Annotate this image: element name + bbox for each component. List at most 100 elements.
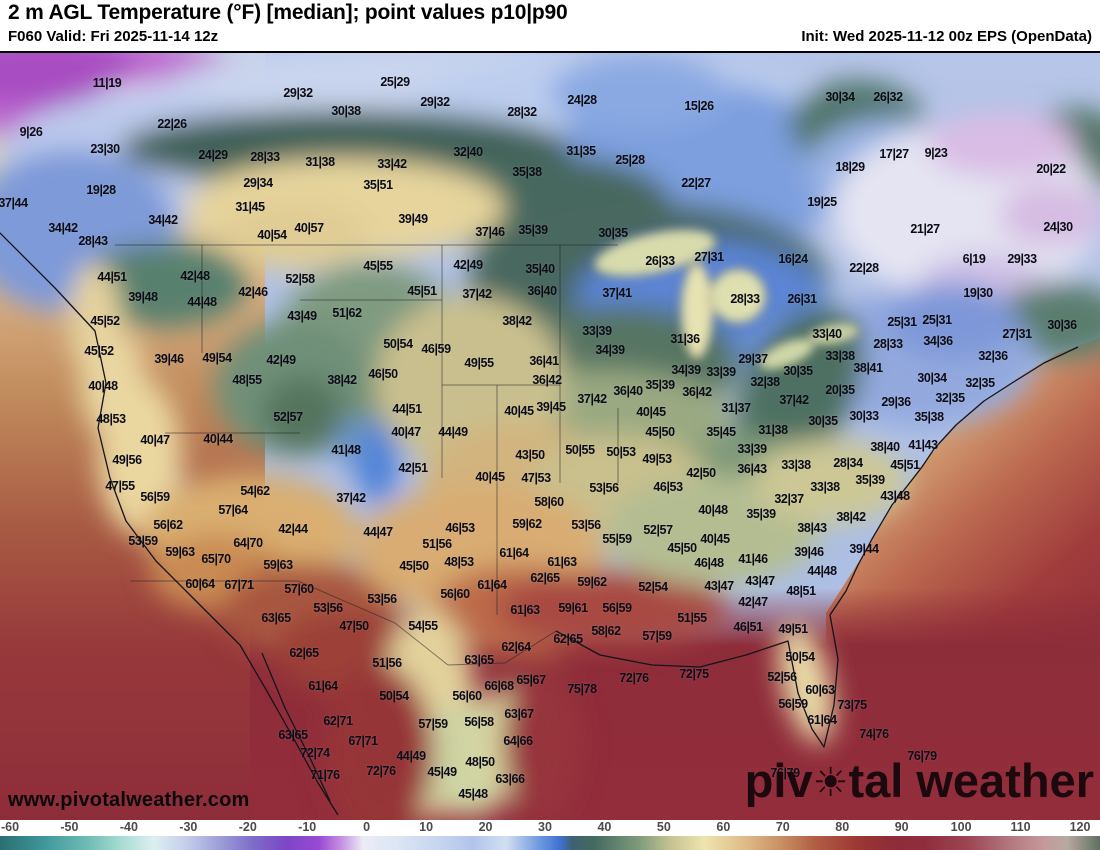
point-value: 40|48 — [698, 503, 728, 517]
colorbar-tick: 70 — [775, 820, 790, 834]
point-value: 31|38 — [758, 423, 788, 437]
colorbar-tick: -30 — [179, 820, 198, 834]
colorbar-ticks: -60 -50 -40 -30 -20 -10 0 10 20 30 40 50 60 70 80 90 100… — [0, 820, 1100, 836]
point-value: 35|45 — [706, 425, 736, 439]
point-value: 61|64 — [308, 679, 338, 693]
colorbar-tick: -20 — [238, 820, 257, 834]
point-value: 57|59 — [418, 717, 448, 731]
point-value: 44|49 — [438, 425, 468, 439]
point-value: 32|36 — [978, 349, 1008, 363]
point-value: 40|57 — [294, 221, 324, 235]
point-value: 40|47 — [391, 425, 421, 439]
point-value: 42|51 — [398, 461, 428, 475]
point-value: 40|44 — [203, 432, 233, 446]
point-value: 35|39 — [746, 507, 776, 521]
point-value: 67|71 — [224, 578, 254, 592]
point-value: 25|28 — [615, 153, 645, 167]
point-value: 30|36 — [1047, 318, 1077, 332]
point-value: 21|27 — [910, 222, 940, 236]
colorbar-tick: -50 — [60, 820, 79, 834]
point-value: 29|33 — [1007, 252, 1037, 266]
point-value: 20|22 — [1036, 162, 1066, 176]
point-value: 56|59 — [602, 601, 632, 615]
point-value: 42|49 — [266, 353, 296, 367]
point-value: 11|19 — [92, 76, 122, 90]
point-value: 32|38 — [750, 375, 780, 389]
point-value: 41|43 — [908, 438, 938, 452]
colorbar-tick: 30 — [538, 820, 552, 834]
point-value: 61|63 — [510, 603, 540, 617]
point-value: 44|49 — [396, 749, 426, 763]
point-value: 40|47 — [140, 433, 170, 447]
colorbar-tick: -40 — [119, 820, 138, 834]
temperature-map[interactable]: 11|19 9|26 22|26 23|30 19|28 24|29 28|33 29|34 3… — [0, 53, 1100, 820]
point-value: 57|64 — [218, 503, 248, 517]
point-value: 53|59 — [128, 534, 158, 548]
point-value: 23|30 — [90, 142, 120, 156]
point-value: 32|35 — [935, 391, 965, 405]
point-value: 32|37 — [774, 492, 804, 506]
point-value: 30|33 — [849, 409, 879, 423]
point-value: 42|46 — [238, 285, 268, 299]
point-value: 22|26 — [157, 117, 187, 131]
point-value: 76|79 — [770, 766, 800, 780]
point-value: 25|31 — [922, 313, 952, 327]
point-value: 50|54 — [383, 337, 413, 351]
point-value: 65|70 — [201, 552, 231, 566]
point-value: 64|66 — [503, 734, 533, 748]
point-value: 43|47 — [704, 579, 734, 593]
point-value: 37|41 — [602, 286, 632, 300]
brand-watermark: piv☀tal weather — [745, 753, 1094, 808]
point-value: 72|76 — [619, 671, 649, 685]
point-value: 28|43 — [78, 234, 108, 248]
point-value: 30|35 — [598, 226, 628, 240]
point-value: 51|55 — [677, 611, 707, 625]
point-value: 49|55 — [464, 356, 494, 370]
colorbar-gradient — [0, 836, 1100, 850]
point-value: 61|63 — [547, 555, 577, 569]
point-value: 71|76 — [310, 768, 340, 782]
point-value: 28|33 — [250, 150, 280, 164]
point-value: 25|29 — [380, 75, 410, 89]
point-value: 59|62 — [577, 575, 607, 589]
point-value: 59|62 — [512, 517, 542, 531]
point-value: 62|65 — [289, 646, 319, 660]
point-value: 36|42 — [682, 385, 712, 399]
point-value: 63|65 — [278, 728, 308, 742]
point-value: 27|31 — [1002, 327, 1032, 341]
point-value: 37|46 — [475, 225, 505, 239]
point-value: 44|51 — [97, 270, 127, 284]
colorbar-tick: 20 — [478, 820, 493, 834]
point-value: 26|32 — [873, 90, 903, 104]
point-value: 63|66 — [495, 772, 525, 786]
point-value: 38|42 — [836, 510, 866, 524]
point-value: 42|49 — [453, 258, 483, 272]
point-value: 27|31 — [694, 250, 724, 264]
colorbar-tick: 60 — [716, 820, 731, 834]
point-value: 29|32 — [420, 95, 450, 109]
point-value: 22|28 — [849, 261, 879, 275]
point-value: 52|57 — [643, 523, 673, 537]
point-value: 34|39 — [671, 363, 701, 377]
point-value: 74|76 — [859, 727, 889, 741]
point-value: 38|42 — [502, 314, 532, 328]
point-value: 54|55 — [408, 619, 438, 633]
point-value: 45|50 — [667, 541, 697, 555]
point-value: 33|42 — [377, 157, 407, 171]
point-value: 38|42 — [327, 373, 357, 387]
point-value: 37|42 — [336, 491, 366, 505]
point-value: 51|56 — [372, 656, 402, 670]
point-value: 33|39 — [706, 365, 736, 379]
colorbar-tick: -10 — [298, 820, 317, 834]
point-value: 45|51 — [890, 458, 920, 472]
colorbar-tick: 110 — [1010, 820, 1031, 834]
point-value: 34|36 — [923, 334, 953, 348]
point-value: 44|48 — [807, 564, 837, 578]
point-value: 40|45 — [504, 404, 534, 418]
point-value: 45|48 — [458, 787, 488, 801]
point-value: 40|54 — [257, 228, 287, 242]
point-value: 52|54 — [638, 580, 668, 594]
point-value: 33|38 — [781, 458, 811, 472]
point-value: 43|48 — [880, 489, 910, 503]
point-value: 38|41 — [853, 361, 883, 375]
